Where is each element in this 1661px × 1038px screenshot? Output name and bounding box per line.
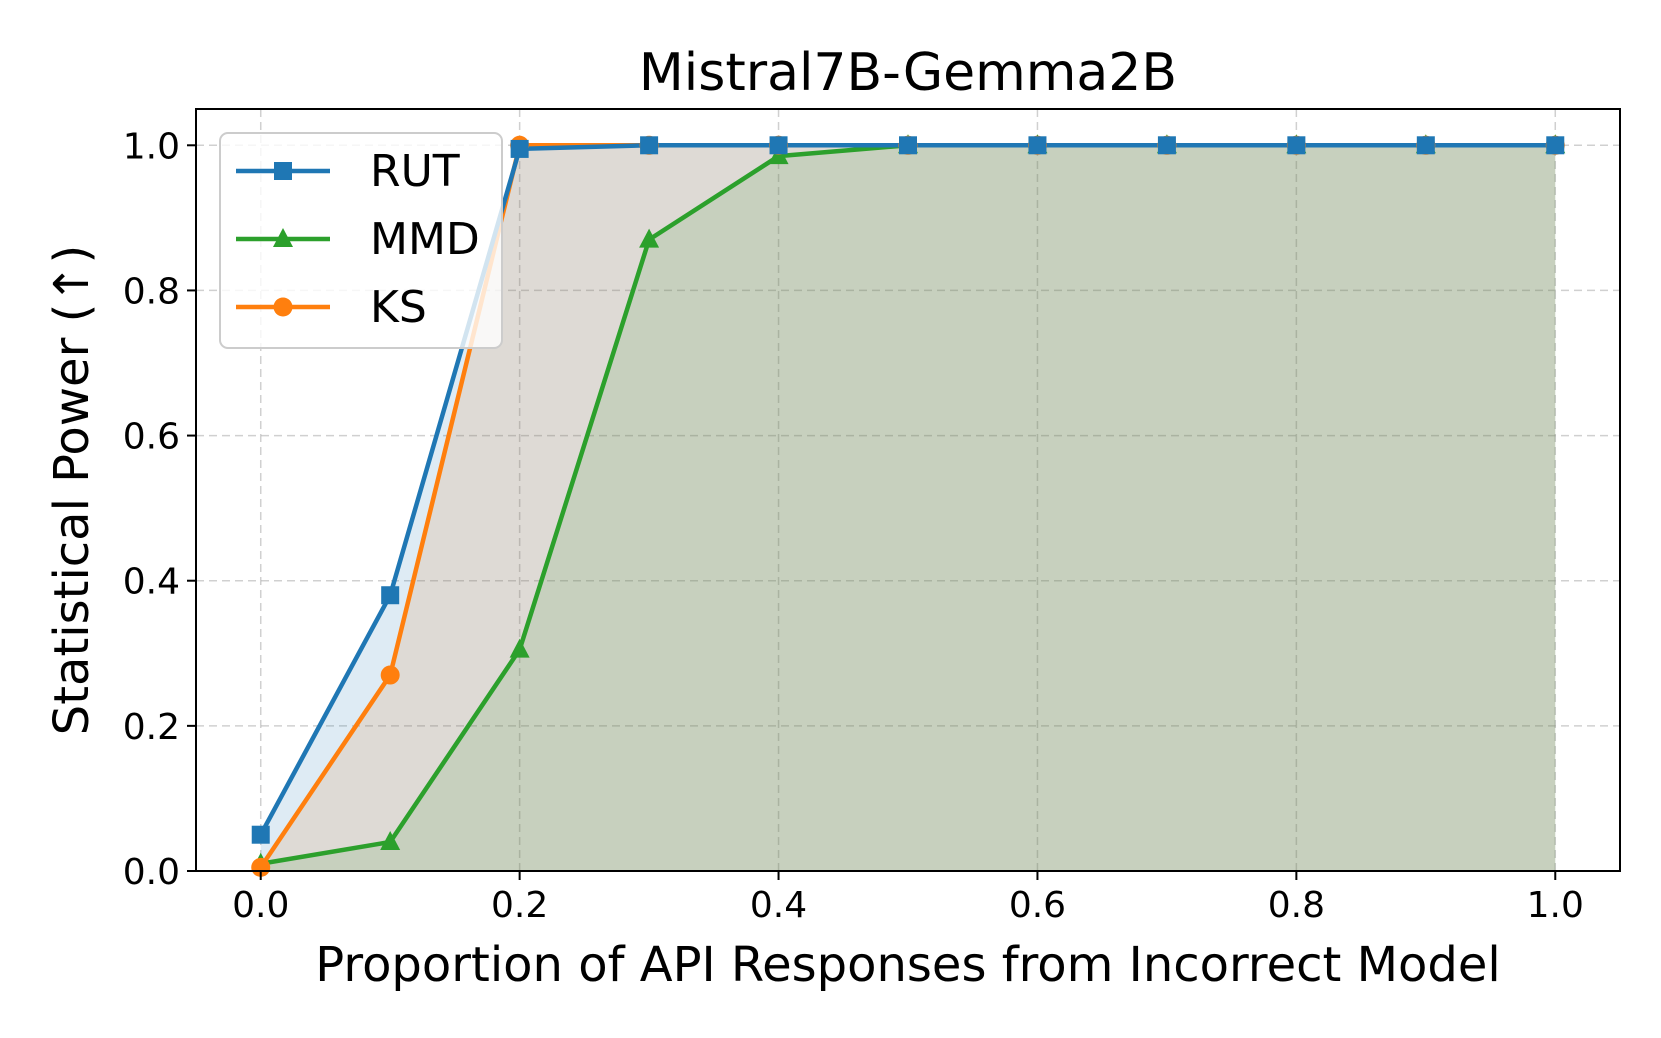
area-fill-ks xyxy=(260,145,1556,872)
legend-label-ks: KS xyxy=(370,282,427,333)
point-rut xyxy=(1416,136,1435,155)
y-tick-label: 0.6 xyxy=(123,417,180,458)
legend-label-mmd: MMD xyxy=(370,214,480,265)
y-axis-label: Statistical Power (↑) xyxy=(44,245,100,735)
legend-marker-rut xyxy=(274,162,292,180)
area-fill-rut xyxy=(260,145,1556,872)
point-rut xyxy=(510,139,529,158)
y-tick-label: 0.2 xyxy=(123,707,180,748)
x-axis-label: Proportion of API Responses from Incorre… xyxy=(315,937,1500,993)
legend-marker-mmd xyxy=(273,228,293,247)
point-rut xyxy=(1287,136,1306,155)
area-fill-mmd xyxy=(260,145,1556,872)
legend-box xyxy=(219,132,503,349)
point-rut xyxy=(1157,136,1176,155)
point-rut xyxy=(1028,136,1047,155)
point-rut xyxy=(381,586,400,605)
point-rut xyxy=(640,136,659,155)
series-fills xyxy=(260,145,1556,872)
x-tick-label: 0.4 xyxy=(750,885,807,926)
x-tick-label: 0.6 xyxy=(1009,885,1066,926)
x-axis-ticks: 0.0 0.2 0.4 0.6 0.8 1.0 xyxy=(232,871,1584,926)
point-mmd xyxy=(639,228,660,248)
y-axis-ticks: 0.0 0.2 0.4 0.6 0.8 1.0 xyxy=(123,126,196,893)
series-markers xyxy=(250,134,1566,877)
legend-marker-ks xyxy=(273,297,293,317)
legend: RUT MMD KS xyxy=(219,132,503,349)
chart-title: Mistral7B-Gemma2B xyxy=(639,43,1177,103)
x-tick-label: 0.8 xyxy=(1268,885,1325,926)
point-rut xyxy=(899,136,917,155)
legend-label-rut: RUT xyxy=(370,146,460,197)
y-tick-label: 0.8 xyxy=(123,271,180,312)
x-tick-label: 0.2 xyxy=(491,885,548,926)
x-tick-label: 1.0 xyxy=(1527,885,1584,926)
y-tick-label: 0.4 xyxy=(123,562,180,603)
y-tick-label: 1.0 xyxy=(123,126,180,167)
point-mmd xyxy=(380,830,401,850)
point-ks xyxy=(251,857,271,877)
point-rut xyxy=(251,825,270,844)
point-ks xyxy=(380,665,400,685)
point-rut xyxy=(769,136,788,155)
point-mmd xyxy=(509,638,530,658)
plot-frame xyxy=(195,108,1621,872)
x-tick-label: 0.0 xyxy=(232,885,289,926)
point-rut xyxy=(1546,136,1565,155)
y-tick-label: 0.0 xyxy=(123,852,180,893)
